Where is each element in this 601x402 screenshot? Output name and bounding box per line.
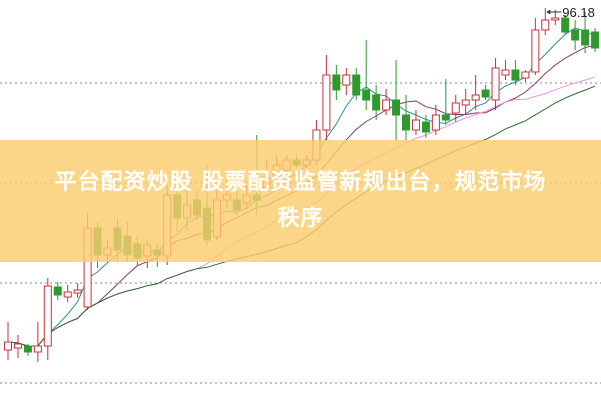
candle-up [471, 94, 480, 101]
candle-up [342, 74, 351, 86]
candle-down [392, 99, 401, 116]
candle-up [491, 67, 500, 101]
candle-up [521, 71, 530, 79]
max-price-arrow [546, 9, 551, 15]
candle-up [461, 99, 470, 106]
candle-up [531, 29, 540, 73]
candle-down [352, 74, 361, 96]
max-price-label: 96.18 [562, 5, 595, 20]
headline-line-2: 秩序 [277, 206, 324, 231]
candle-up [431, 114, 440, 131]
candle-up [73, 289, 82, 294]
headline-banner: 平台配资炒股 股票配资监管新规出台，规范市场 秩序 [0, 140, 601, 262]
candle-up [322, 74, 331, 131]
candle-up [382, 99, 391, 111]
candle-up [43, 285, 52, 347]
candle-down [511, 69, 520, 81]
candle-down [23, 345, 32, 353]
candle-down [372, 94, 381, 111]
candle-down [441, 114, 450, 121]
candle-up [541, 19, 550, 31]
headline-line-1: 平台配资炒股 股票配资监管新规出台，规范市场 [54, 170, 547, 195]
candle-up [4, 341, 12, 351]
candle-down [402, 114, 410, 131]
candle-down [332, 74, 341, 91]
candle-up [411, 119, 420, 131]
candle-up [63, 291, 72, 298]
candle-up [501, 69, 510, 76]
candle-up [451, 102, 460, 114]
candle-down [421, 121, 430, 133]
candle-down [561, 17, 570, 33]
candle-up [551, 17, 560, 21]
candle-down [53, 286, 62, 296]
candle-up [33, 345, 42, 353]
candle-down [581, 29, 590, 46]
candle-down [481, 89, 490, 98]
candle-down [591, 31, 600, 49]
candle-down [362, 89, 371, 101]
candle-down [571, 29, 580, 41]
candle-up [13, 343, 22, 349]
